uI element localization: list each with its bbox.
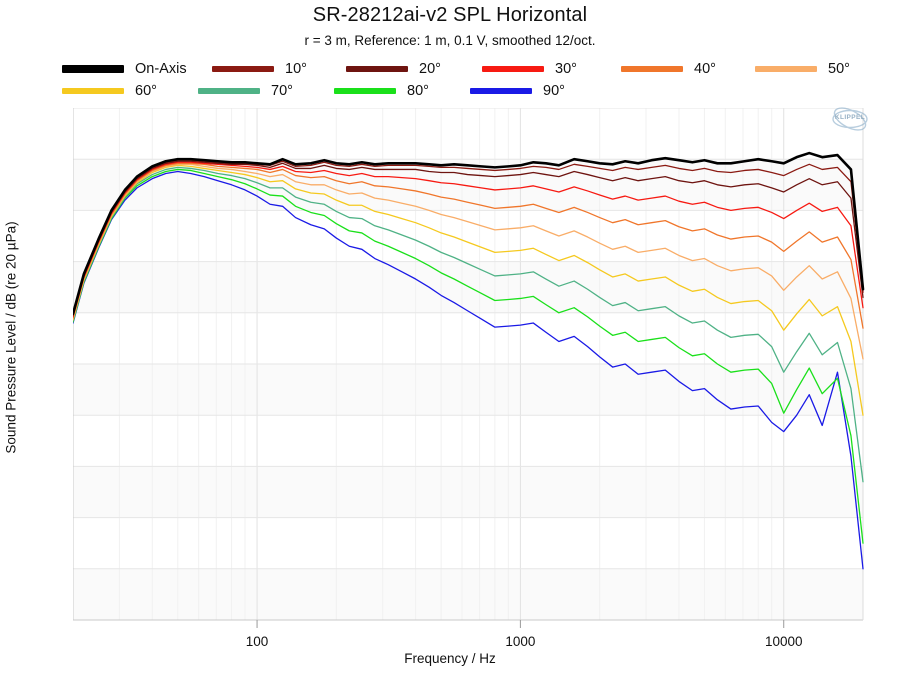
legend-item-30[interactable]: 30° xyxy=(482,58,621,80)
legend-swatch-icon xyxy=(470,88,532,94)
series-line-70 xyxy=(73,166,864,483)
legend-label: 90° xyxy=(543,83,565,99)
chart-svg: 6065707580859095100105110100100010000 xyxy=(73,108,865,649)
legend-label: 80° xyxy=(407,83,429,99)
legend-item-80[interactable]: 80° xyxy=(334,80,470,102)
legend-swatch-icon xyxy=(346,66,408,72)
series-line-50 xyxy=(73,163,864,360)
series-line-30 xyxy=(73,161,864,318)
legend-item-50[interactable]: 50° xyxy=(755,58,875,80)
x-tick-label: 1000 xyxy=(505,634,535,649)
y-axis-title: Sound Pressure Level / dB (re 20 µPa) xyxy=(0,0,22,675)
x-tick-label: 100 xyxy=(246,634,269,649)
y-axis-title-text: Sound Pressure Level / dB (re 20 µPa) xyxy=(3,221,19,454)
chart-subtitle: r = 3 m, Reference: 1 m, 0.1 V, smoothed… xyxy=(304,33,596,48)
x-axis-ticks: 100 1000 10000 xyxy=(246,620,803,649)
series-line-90 xyxy=(73,170,864,570)
legend-label: 60° xyxy=(135,83,157,99)
grid-band xyxy=(73,466,863,518)
legend-item-20[interactable]: 20° xyxy=(346,58,482,80)
legend-swatch-icon xyxy=(621,66,683,72)
legend-label: On-Axis xyxy=(135,61,187,77)
legend-item-90[interactable]: 90° xyxy=(470,80,606,102)
legend-item-60[interactable]: 60° xyxy=(62,80,198,102)
x-tick-label: 10000 xyxy=(765,634,803,649)
series-line-40 xyxy=(73,162,864,329)
legend-item-70[interactable]: 70° xyxy=(198,80,334,102)
legend-swatch-icon xyxy=(198,88,260,94)
plot-area: 6065707580859095100105110100100010000 xyxy=(73,108,865,649)
legend-label: 50° xyxy=(828,61,850,77)
data-series-group xyxy=(73,151,865,570)
series-line-20 xyxy=(73,160,864,317)
legend-swatch-icon xyxy=(482,66,544,72)
series-line-80 xyxy=(73,168,864,544)
x-axis-title: Frequency / Hz xyxy=(404,651,496,666)
series-line-60 xyxy=(73,164,864,416)
legend-swatch-icon xyxy=(62,88,124,94)
legend-label: 40° xyxy=(694,61,716,77)
series-line-onaxis xyxy=(73,151,865,316)
legend-swatch-icon xyxy=(212,66,274,72)
legend-label: 20° xyxy=(419,61,441,77)
page-title: SR-28212ai-v2 SPL Horizontal xyxy=(312,4,588,26)
legend-label: 10° xyxy=(285,61,307,77)
chart-legend: On-Axis 10° 20° 30° 40° 50° 60° 70° 80° 90° xyxy=(62,58,892,102)
legend-label: 70° xyxy=(271,83,293,99)
legend-item-10[interactable]: 10° xyxy=(212,58,346,80)
legend-swatch-icon xyxy=(755,66,817,72)
legend-label: 30° xyxy=(555,61,577,77)
legend-swatch-icon xyxy=(62,65,124,73)
vertical-gridlines xyxy=(73,108,864,620)
legend-swatch-icon xyxy=(334,88,396,94)
legend-item-onaxis[interactable]: On-Axis xyxy=(62,58,212,80)
grid-band xyxy=(73,568,863,620)
legend-item-40[interactable]: 40° xyxy=(621,58,755,80)
